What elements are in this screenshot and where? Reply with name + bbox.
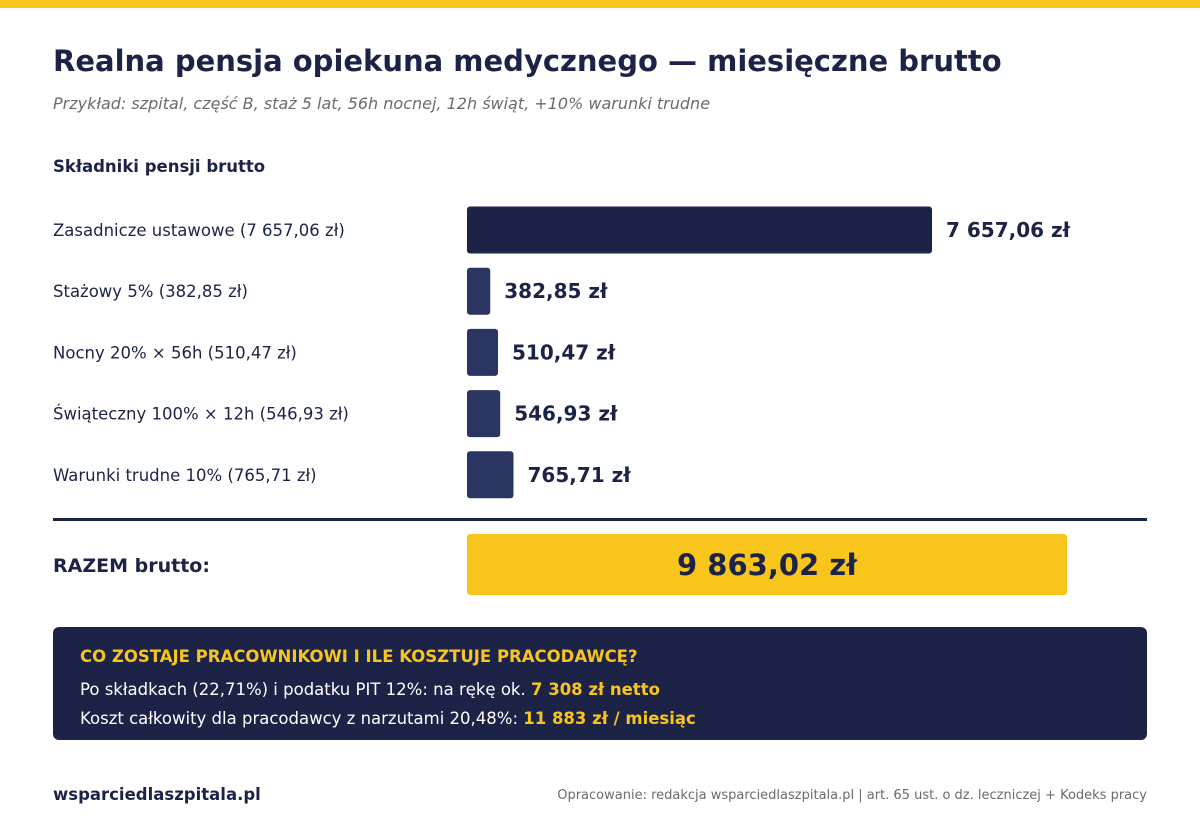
footer-site: wsparciedlaszpitala.pl (53, 785, 261, 804)
bar (467, 328, 498, 376)
category-label: Stażowy 5% (382,85 zł) (53, 282, 248, 301)
total-label: RAZEM brutto: (53, 555, 210, 577)
category-label: Świąteczny 100% × 12h (546,93 zł) (53, 405, 349, 424)
chart-title: Składniki pensji brutto (53, 157, 266, 176)
net-salary-line: Po składkach (22,71%) i podatku PIT 12%:… (80, 680, 660, 699)
bar-value-label: 382,85 zł (504, 279, 608, 303)
employer-cost-line: Koszt całkowity dla pracodawcy z narzuta… (80, 709, 696, 728)
bar-value-label: 7 657,06 zł (946, 218, 1071, 242)
bar (467, 390, 501, 438)
total-divider (53, 518, 1147, 521)
employer-cost-value: 11 883 zł / miesiąc (523, 709, 696, 728)
total-box: 9 863,02 zł (467, 534, 1067, 595)
top-accent-strip (0, 0, 1200, 8)
employer-cost-text: Koszt całkowity dla pracodawcy z narzuta… (80, 709, 524, 728)
net-salary-text: Po składkach (22,71%) i podatku PIT 12%:… (80, 680, 531, 699)
bar-value-label: 546,93 zł (514, 402, 618, 426)
footer-source: Opracowanie: redakcja wsparciedlaszpital… (557, 788, 1147, 803)
page-subtitle: Przykład: szpital, część B, staż 5 lat, … (53, 94, 711, 113)
total-value: 9 863,02 zł (677, 547, 857, 582)
category-label: Nocny 20% × 56h (510,47 zł) (53, 343, 297, 362)
net-cost-info-box: CO ZOSTAJE PRACOWNIKOWI I ILE KOSZTUJE P… (53, 627, 1147, 740)
category-label: Warunki trudne 10% (765,71 zł) (53, 466, 317, 485)
bar (467, 267, 491, 315)
net-salary-value: 7 308 zł netto (530, 680, 660, 699)
bar (467, 451, 514, 499)
category-label: Zasadnicze ustawowe (7 657,06 zł) (53, 221, 345, 240)
bar-value-label: 765,71 zł (528, 463, 632, 487)
info-box-title: CO ZOSTAJE PRACOWNIKOWI I ILE KOSZTUJE P… (80, 647, 638, 666)
page-title: Realna pensja opiekuna medycznego — mies… (53, 44, 1002, 78)
bar (467, 206, 932, 254)
bar-value-label: 510,47 zł (512, 340, 616, 364)
salary-components-bar-chart: Zasadnicze ustawowe (7 657,06 zł) 7 657,0… (53, 206, 1071, 499)
